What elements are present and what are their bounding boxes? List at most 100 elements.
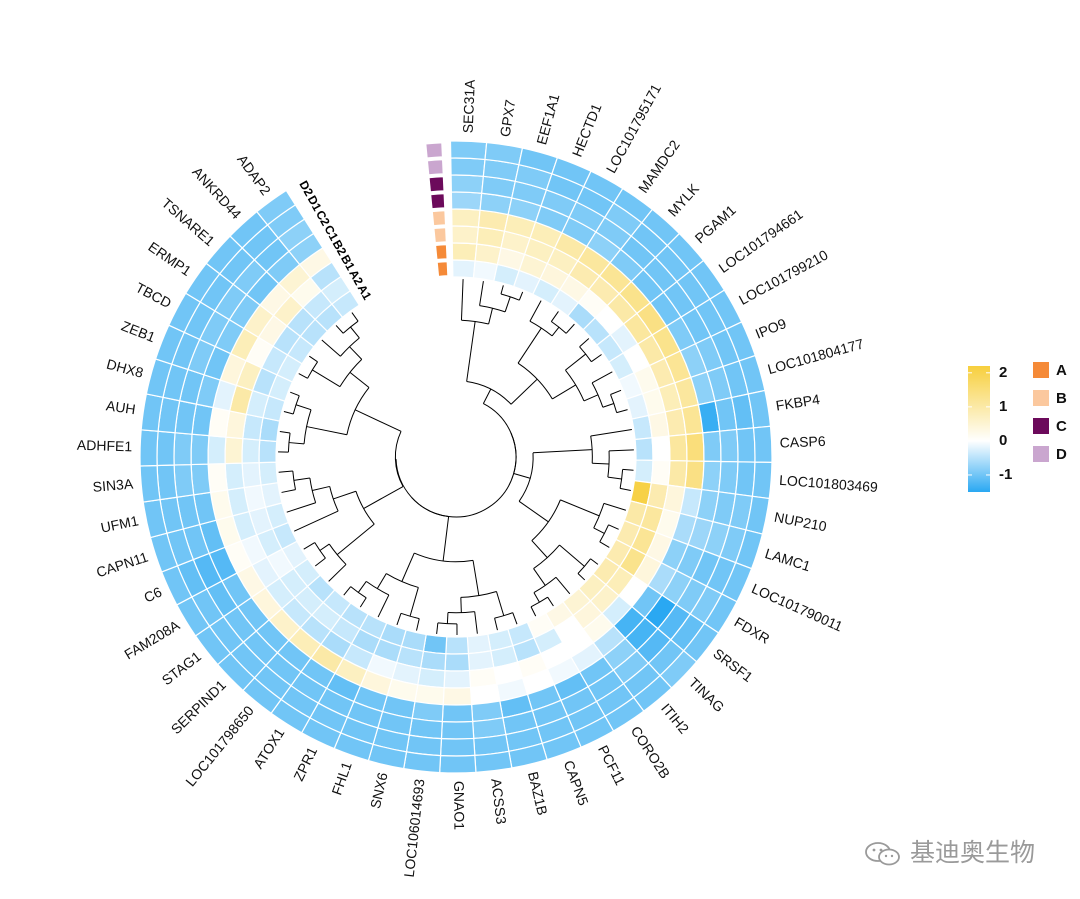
heatmap-cell-A2-LOC101803469 [650, 459, 671, 486]
dendrogram-branch [518, 500, 549, 523]
heatmap-cell-C2-CASP6 [719, 428, 739, 463]
dendrogram-branch [517, 327, 542, 364]
dendrogram-branch [531, 540, 548, 558]
dendrogram-branch [312, 485, 330, 492]
group-legend-label-A: A [1056, 362, 1067, 379]
dendrogram-branch [610, 389, 622, 395]
dendrogram-branch [303, 542, 315, 550]
group-cell-A2 [435, 244, 448, 260]
row-label-B1: B1 [338, 252, 358, 273]
dendrogram-branch [500, 285, 504, 295]
heatmap-cell-A1-LOC101803469 [633, 459, 654, 484]
dendrogram-branch [349, 346, 363, 360]
row-label-A1: A1 [355, 282, 375, 303]
heatmap-cell-C2-GNAO1 [440, 720, 475, 740]
dendrogram-arc [551, 321, 567, 334]
dendrogram-branch [321, 339, 341, 357]
heatmap-cell-D1-ADHFE1 [156, 430, 176, 467]
dendrogram-branch [579, 338, 590, 348]
watermark: 基迪奥生物 [864, 833, 1035, 869]
heatmap-cell-A2-SEC31A [451, 242, 478, 262]
heatmap-cell-B2-ADHFE1 [207, 434, 227, 465]
gene-label-AUH: AUH [105, 397, 137, 417]
dendrogram-branch [552, 384, 576, 400]
heatmap-cell-B1-ADHFE1 [224, 436, 244, 465]
heatmap-cell-D2-LOC101803469 [751, 461, 773, 500]
dendrogram-branch [620, 487, 631, 491]
gene-label-BAZ1B: BAZ1B [525, 770, 551, 817]
gene-label-DHX8: DHX8 [105, 356, 145, 381]
dendrogram-branch [349, 371, 370, 388]
heatmap-cell-A2-ACSS3 [467, 650, 495, 672]
heatmap-cell-D1-CASP6 [736, 427, 756, 463]
dendrogram-branch [343, 586, 352, 596]
dendrogram-branch [550, 311, 559, 322]
gene-label-GPX7: GPX7 [497, 98, 519, 138]
gene-label-ITIH2: ITIH2 [658, 700, 692, 737]
row-label-D1: D1 [305, 193, 325, 214]
dendrogram-branch [377, 594, 390, 618]
dendrogram-branch [599, 541, 610, 548]
dendrogram-arc [307, 361, 318, 379]
gene-label-PGAM1: PGAM1 [692, 202, 739, 247]
dendrogram-arc [479, 305, 506, 313]
dendrogram-arc [483, 403, 517, 474]
dendrogram-branch [494, 618, 498, 631]
group-legend-label-D: D [1056, 446, 1067, 463]
dendrogram-branch [555, 576, 571, 595]
group-legend-swatch-C [1033, 418, 1049, 434]
heatmap-cell-D2-SIN3A [139, 464, 161, 503]
heatmap-cell-A1-ADHFE1 [258, 439, 278, 464]
dendrogram-arc [328, 543, 347, 565]
dendrogram-arc [365, 580, 390, 596]
dendrogram-branch [286, 502, 316, 513]
dendrogram-branch [482, 388, 492, 404]
dendrogram-arc [411, 432, 517, 518]
heatmap-cell-C2-ADHFE1 [173, 432, 193, 466]
gene-label-SEC31A: SEC31A [460, 79, 478, 134]
gene-label-ANKRD44: ANKRD44 [189, 164, 244, 223]
dendrogram-branch [314, 557, 326, 567]
heatmap-cell-D2-SEC31A [449, 140, 488, 161]
group-legend-swatch-A [1033, 362, 1049, 378]
heatmap-cell-B2-CASP6 [685, 432, 705, 462]
dendrogram-branch [602, 403, 615, 408]
dendrogram-arc [292, 395, 300, 415]
gene-label-UFM1: UFM1 [99, 512, 140, 535]
dendrogram-branch [559, 544, 585, 567]
dendrogram-branch [460, 279, 464, 321]
dendrogram-branch [460, 597, 462, 613]
gene-label-ADHFE1: ADHFE1 [77, 437, 133, 455]
heatmap-cell-B1-LOC106014693 [417, 667, 446, 689]
gene-label-CORO2B: CORO2B [628, 723, 674, 781]
dendrogram-branch [319, 543, 330, 551]
dendrogram-branch [583, 394, 599, 402]
colorbar-gradient [968, 366, 990, 492]
dendrogram-branch [607, 476, 622, 480]
watermark-text: 基迪奥生物 [909, 838, 1035, 867]
color-scale-legend: 2 1 0 -1 [968, 364, 1012, 492]
dendrogram-branch [466, 321, 476, 382]
dendrogram-branch [622, 468, 634, 471]
gene-label-LOC101790011: LOC101790011 [749, 580, 845, 634]
gene-label-NUP210: NUP210 [773, 509, 828, 535]
dendrogram-branch [298, 373, 308, 379]
colorbar-tick-label: -1 [999, 466, 1012, 483]
heatmap-cell-A1-CASP6 [634, 437, 654, 461]
gene-label-STAG1: STAG1 [159, 648, 204, 688]
dendrogram-arc [314, 542, 326, 559]
dendrogram-branch [591, 354, 602, 363]
heatmap-cell-A1-LOC106014693 [422, 633, 448, 655]
gene-label-FHL1: FHL1 [328, 759, 355, 797]
dendrogram-arc [287, 432, 291, 453]
dendrogram-branch [577, 573, 586, 581]
heatmap-cell-B2-GNAO1 [442, 686, 473, 706]
dendrogram-branch [295, 404, 312, 411]
heatmap-cell-A1-GNAO1 [445, 636, 470, 655]
gene-label-FDXR: FDXR [732, 614, 773, 647]
gene-label-SRSF1: SRSF1 [710, 645, 756, 685]
group-cell-D1 [426, 159, 444, 176]
dendrogram-branch [565, 323, 575, 334]
heatmap-cell-D2-ADAP2 [255, 189, 297, 226]
colorbar-tick-label: 1 [999, 398, 1007, 415]
